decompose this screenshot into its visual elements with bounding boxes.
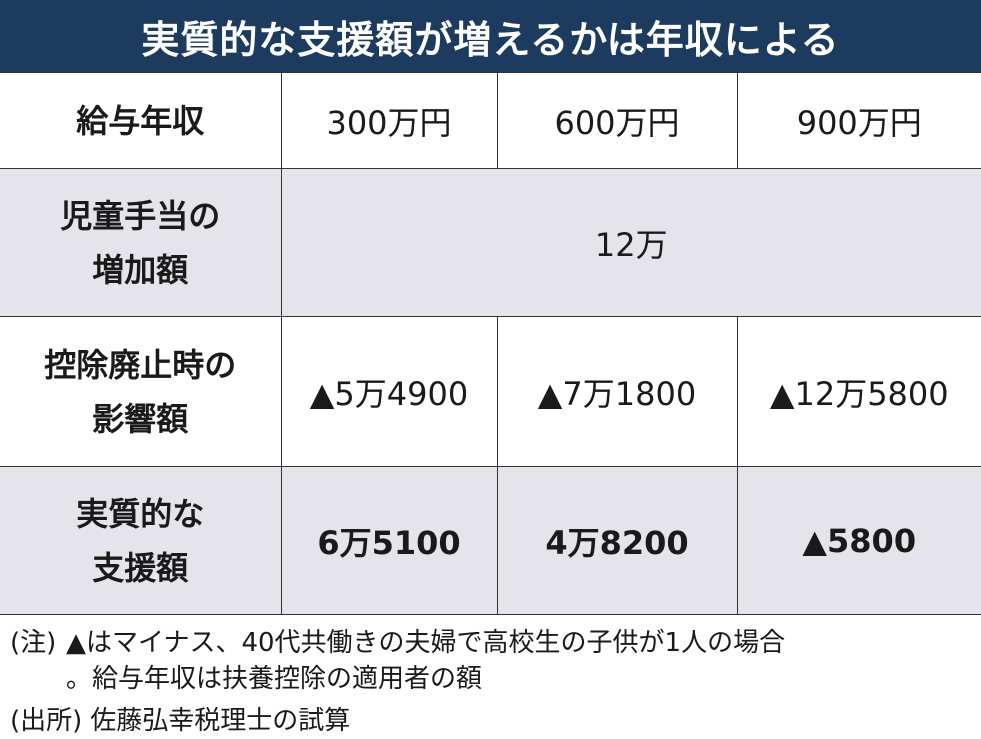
row-label-line: 控除廃止時の — [44, 345, 237, 384]
notes: (注) ▲はマイナス、40代共働きの夫婦で高校生の子供が1人の場合 。給与年収は扶養… — [0, 615, 981, 739]
row-label-line: 支援額 — [92, 548, 189, 587]
cell: ▲12万5800 — [736, 316, 981, 467]
cell: ▲7万1800 — [496, 316, 738, 467]
table-body: 給与年収 300万円 600万円 900万円 児童手当の 増加額 12万 控除廃止時の 影響額 ▲… — [0, 72, 981, 615]
cell: ▲5800 — [736, 466, 981, 615]
row-label: 実質的な 支援額 — [0, 466, 282, 615]
cell: ▲5万4900 — [280, 316, 498, 467]
note-label — [10, 661, 66, 697]
source-text: 佐藤弘幸税理士の試算 — [90, 706, 351, 736]
row-label-line: 児童手当の — [60, 196, 221, 235]
title: 実質的な支援額が増えるかは年収による — [0, 0, 981, 72]
header-row: 給与年収 300万円 600万円 900万円 — [0, 72, 981, 169]
note-text: 。給与年収は扶養控除の適用者の額 — [66, 664, 483, 694]
row-label-line: 増加額 — [92, 250, 189, 289]
source-label: (出所) — [10, 706, 83, 736]
note-line: (注) ▲はマイナス、40代共働きの夫婦で高校生の子供が1人の場合 — [10, 625, 981, 661]
header-cell: 300万円 — [280, 72, 498, 169]
row-label-line: 影響額 — [92, 399, 189, 438]
table-row: 児童手当の 増加額 12万 — [0, 168, 981, 317]
cell: 6万5100 — [280, 466, 498, 615]
table: 給与年収 300万円 600万円 900万円 児童手当の 増加額 12万 控除廃止時の 影響額 ▲… — [0, 72, 981, 615]
note-label: (注) — [10, 628, 57, 658]
row-label: 控除廃止時の 影響額 — [0, 316, 282, 467]
header-label: 給与年収 — [0, 72, 282, 169]
note-line: 。給与年収は扶養控除の適用者の額 — [10, 661, 981, 697]
source: (出所) 佐藤弘幸税理士の試算 — [10, 703, 981, 739]
header-cell: 900万円 — [736, 72, 981, 169]
table-row: 実質的な 支援額 6万5100 4万8200 ▲5800 — [0, 466, 981, 615]
cell: 4万8200 — [496, 466, 738, 615]
note-text: ▲はマイナス、40代共働きの夫婦で高校生の子供が1人の場合 — [66, 628, 786, 658]
row-label: 児童手当の 増加額 — [0, 168, 282, 317]
cell: 12万 — [280, 168, 981, 317]
header-cell: 600万円 — [496, 72, 738, 169]
table-row: 控除廃止時の 影響額 ▲5万4900 ▲7万1800 ▲12万5800 — [0, 316, 981, 467]
row-label-line: 実質的な — [76, 494, 205, 533]
